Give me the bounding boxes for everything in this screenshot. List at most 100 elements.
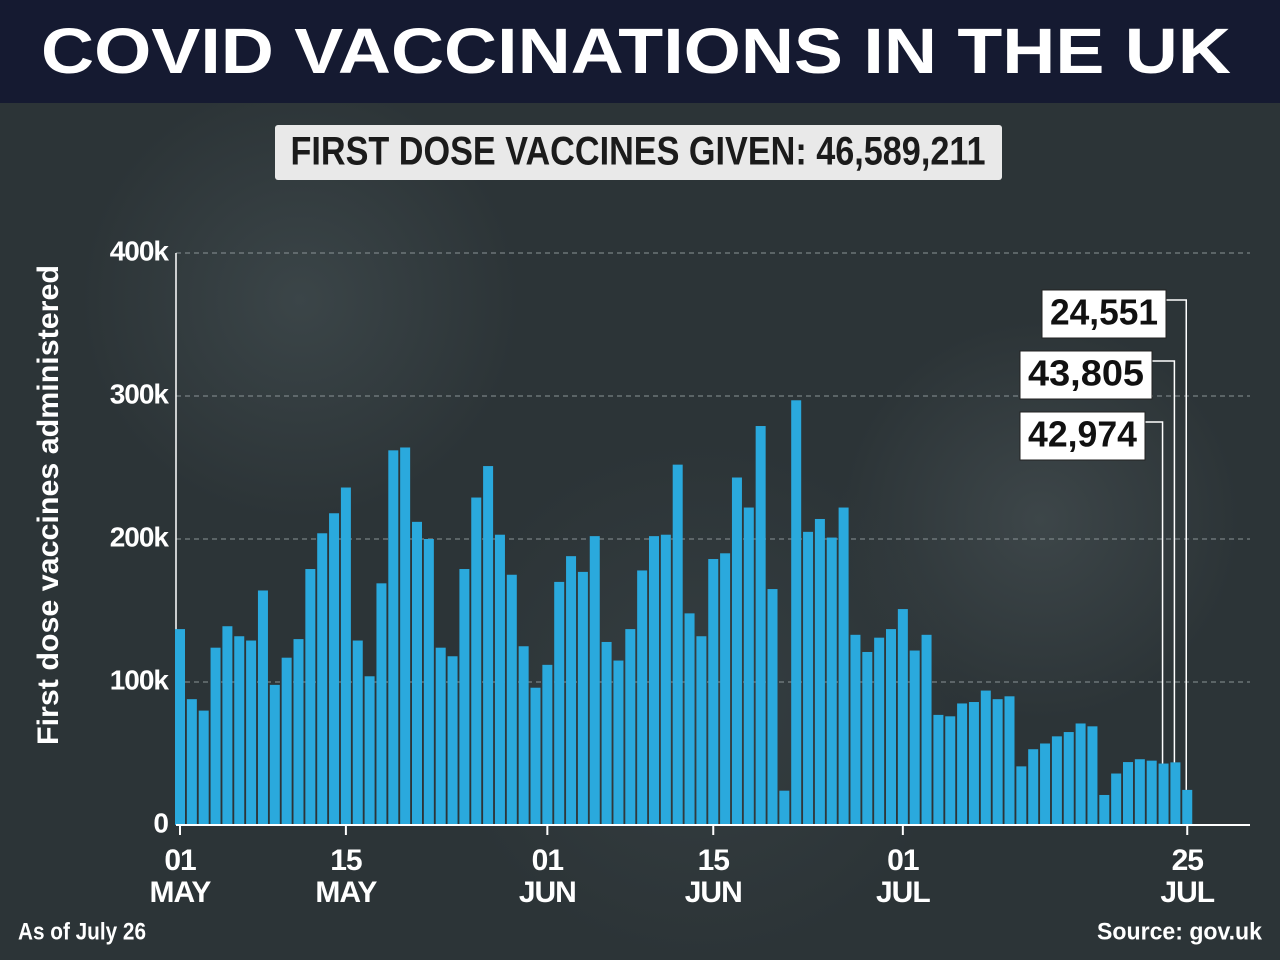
bar [649,536,659,825]
bar [494,534,505,825]
bar [1158,763,1169,825]
bar [1016,766,1027,825]
bar [589,536,600,825]
bar [779,790,790,825]
x-tick-label: 01 MAY [149,844,212,909]
bar [1087,726,1098,825]
bar [175,629,185,825]
bar [696,636,707,825]
x-tick-label: 15 JUN [684,844,743,909]
callout-box [1019,411,1146,461]
bar [423,539,434,825]
bar [459,569,470,825]
bar [483,466,494,825]
callout-line [1166,299,1187,790]
data-label: 24,551 [1050,292,1158,333]
bar [957,703,968,825]
bar [1134,759,1145,825]
bar [566,556,577,825]
callout-box [1041,289,1167,339]
bar [269,684,280,825]
bar [210,647,221,825]
bar [1111,773,1122,825]
bar [625,629,636,825]
bar [826,537,837,825]
bar [720,553,731,825]
bar [1170,762,1181,825]
bar [992,699,1003,825]
bar [471,497,482,825]
bar [660,534,671,825]
bar [909,650,920,825]
subtitle-box [275,125,1002,180]
bar [234,636,245,825]
y-tick-label: 200k [110,521,170,552]
bar [874,637,885,825]
bar [246,640,257,825]
bar [803,531,814,825]
bar [838,507,849,825]
bar [198,710,209,825]
bar [305,569,316,825]
bar [577,571,588,825]
bar [1004,696,1015,825]
note: As of July 26 [18,918,146,945]
bar [1075,723,1086,825]
bar [708,559,719,825]
callout-line [1152,360,1176,763]
bar [1063,732,1074,825]
data-label: 43,805 [1028,353,1144,394]
bar [684,613,695,825]
bar [743,507,754,825]
bar [1182,789,1193,825]
bar [376,583,387,825]
bar [554,581,565,825]
bar [281,657,292,825]
bar [412,521,422,825]
bar [980,690,991,825]
data-label: 42,974 [1028,414,1137,455]
bar [329,513,340,825]
x-tick-label: 15 MAY [315,844,377,909]
source: Source: gov.uk [1097,918,1263,945]
bar [637,570,648,825]
bar [1146,760,1157,825]
bar [767,589,778,825]
bar [400,447,411,825]
bar [814,518,825,825]
y-tick-label: 400k [110,235,170,266]
x-tick-label: 25 JUL [1160,844,1215,909]
y-axis-label: First dose vaccines administered [32,265,65,745]
bar [897,609,908,825]
bar [1123,762,1133,825]
subtitle: FIRST DOSE VACCINES GIVEN: 46,589,211 [291,130,986,174]
x-tick-label: 01 JUL [876,844,931,909]
bar [945,716,956,825]
bar [850,634,861,825]
callout-line [1145,421,1164,764]
bar [388,450,399,825]
bar [222,626,233,825]
bar [447,656,458,825]
bar [755,426,766,825]
bar [317,533,328,825]
bar [601,641,612,825]
bar [518,646,529,825]
bar [542,664,553,825]
bar [340,487,351,825]
bar [186,699,197,825]
bar [352,640,363,825]
bar [1099,794,1110,825]
bar [731,477,742,825]
bar [257,590,268,825]
bar [530,687,541,825]
title-bar [0,0,1280,103]
bar [613,660,624,825]
bar [435,647,446,825]
bar [293,639,304,825]
y-tick-label: 300k [110,378,170,409]
y-tick-label: 100k [110,664,170,695]
bar [364,676,375,825]
